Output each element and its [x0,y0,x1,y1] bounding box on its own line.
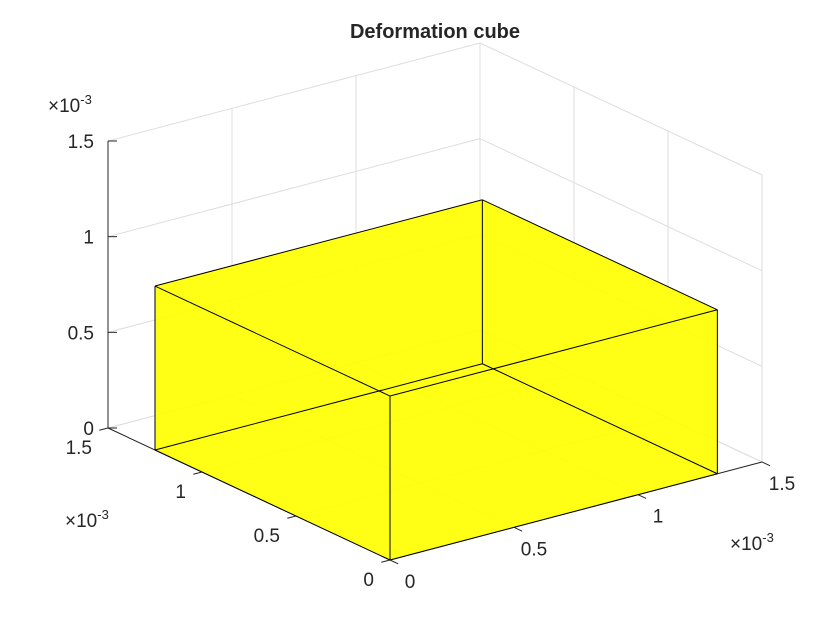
y-tick-0 [381,559,391,563]
y-exponent-label: ×10-3 [65,507,109,532]
y-exponent-label-power: -3 [97,507,109,522]
x-tick-0 [389,559,399,565]
cube-edge-4 [389,309,718,397]
chart-title: Deformation cube [350,21,520,43]
cube-edge-7 [154,285,391,397]
x-tick-2 [637,494,647,499]
y-tick-1 [287,515,297,519]
x-exponent-label-power: -3 [762,530,774,545]
cube-face-left [155,286,390,560]
x-tick-label-1: 0.5 [521,539,547,560]
x-tick-1 [513,526,523,532]
z-exponent-label: ×10-3 [48,92,92,117]
y-tick-3 [99,427,109,431]
cube-face-top [155,199,718,397]
cube-edge-2 [154,363,483,451]
y-tick-label-3: 1.5 [66,438,92,459]
cube-layer [154,199,718,561]
label-layer: 00.511.500.511.500.511.5×10-3×10-3×10-3 [48,92,795,593]
z-tick-label-1: 0.5 [68,323,94,344]
cube-edge-0 [389,473,718,561]
y-tick-2 [193,471,203,475]
x-tick-label-0: 0 [405,572,416,593]
cube-edge-5 [482,199,718,311]
x-tick-3 [761,461,771,467]
grid-line-side-z-2 [479,138,763,272]
y-tick-label-0: 0 [363,570,374,591]
x-tick-label-2: 1 [653,507,664,528]
y-tick-label-2: 1 [175,482,186,503]
grid-line-side-z-3 [479,42,763,176]
cube-face-front [390,309,718,560]
cube-edge-1 [482,363,718,475]
x-tick-label-3: 1.5 [769,474,795,495]
z-exponent-label-power: -3 [80,92,92,107]
x-exponent-label: ×10-3 [730,530,774,555]
grid-line-back-z-2 [107,138,481,238]
cube-edge-6 [154,199,483,287]
y-tick-label-1: 0.5 [254,526,280,547]
grid-line-back-z-3 [107,42,481,142]
z-tick-label-2: 1 [83,228,94,249]
z-tick-label-3: 1.5 [68,132,94,153]
cube-edge-3 [154,449,391,561]
z-tick-label-0: 0 [83,419,94,440]
